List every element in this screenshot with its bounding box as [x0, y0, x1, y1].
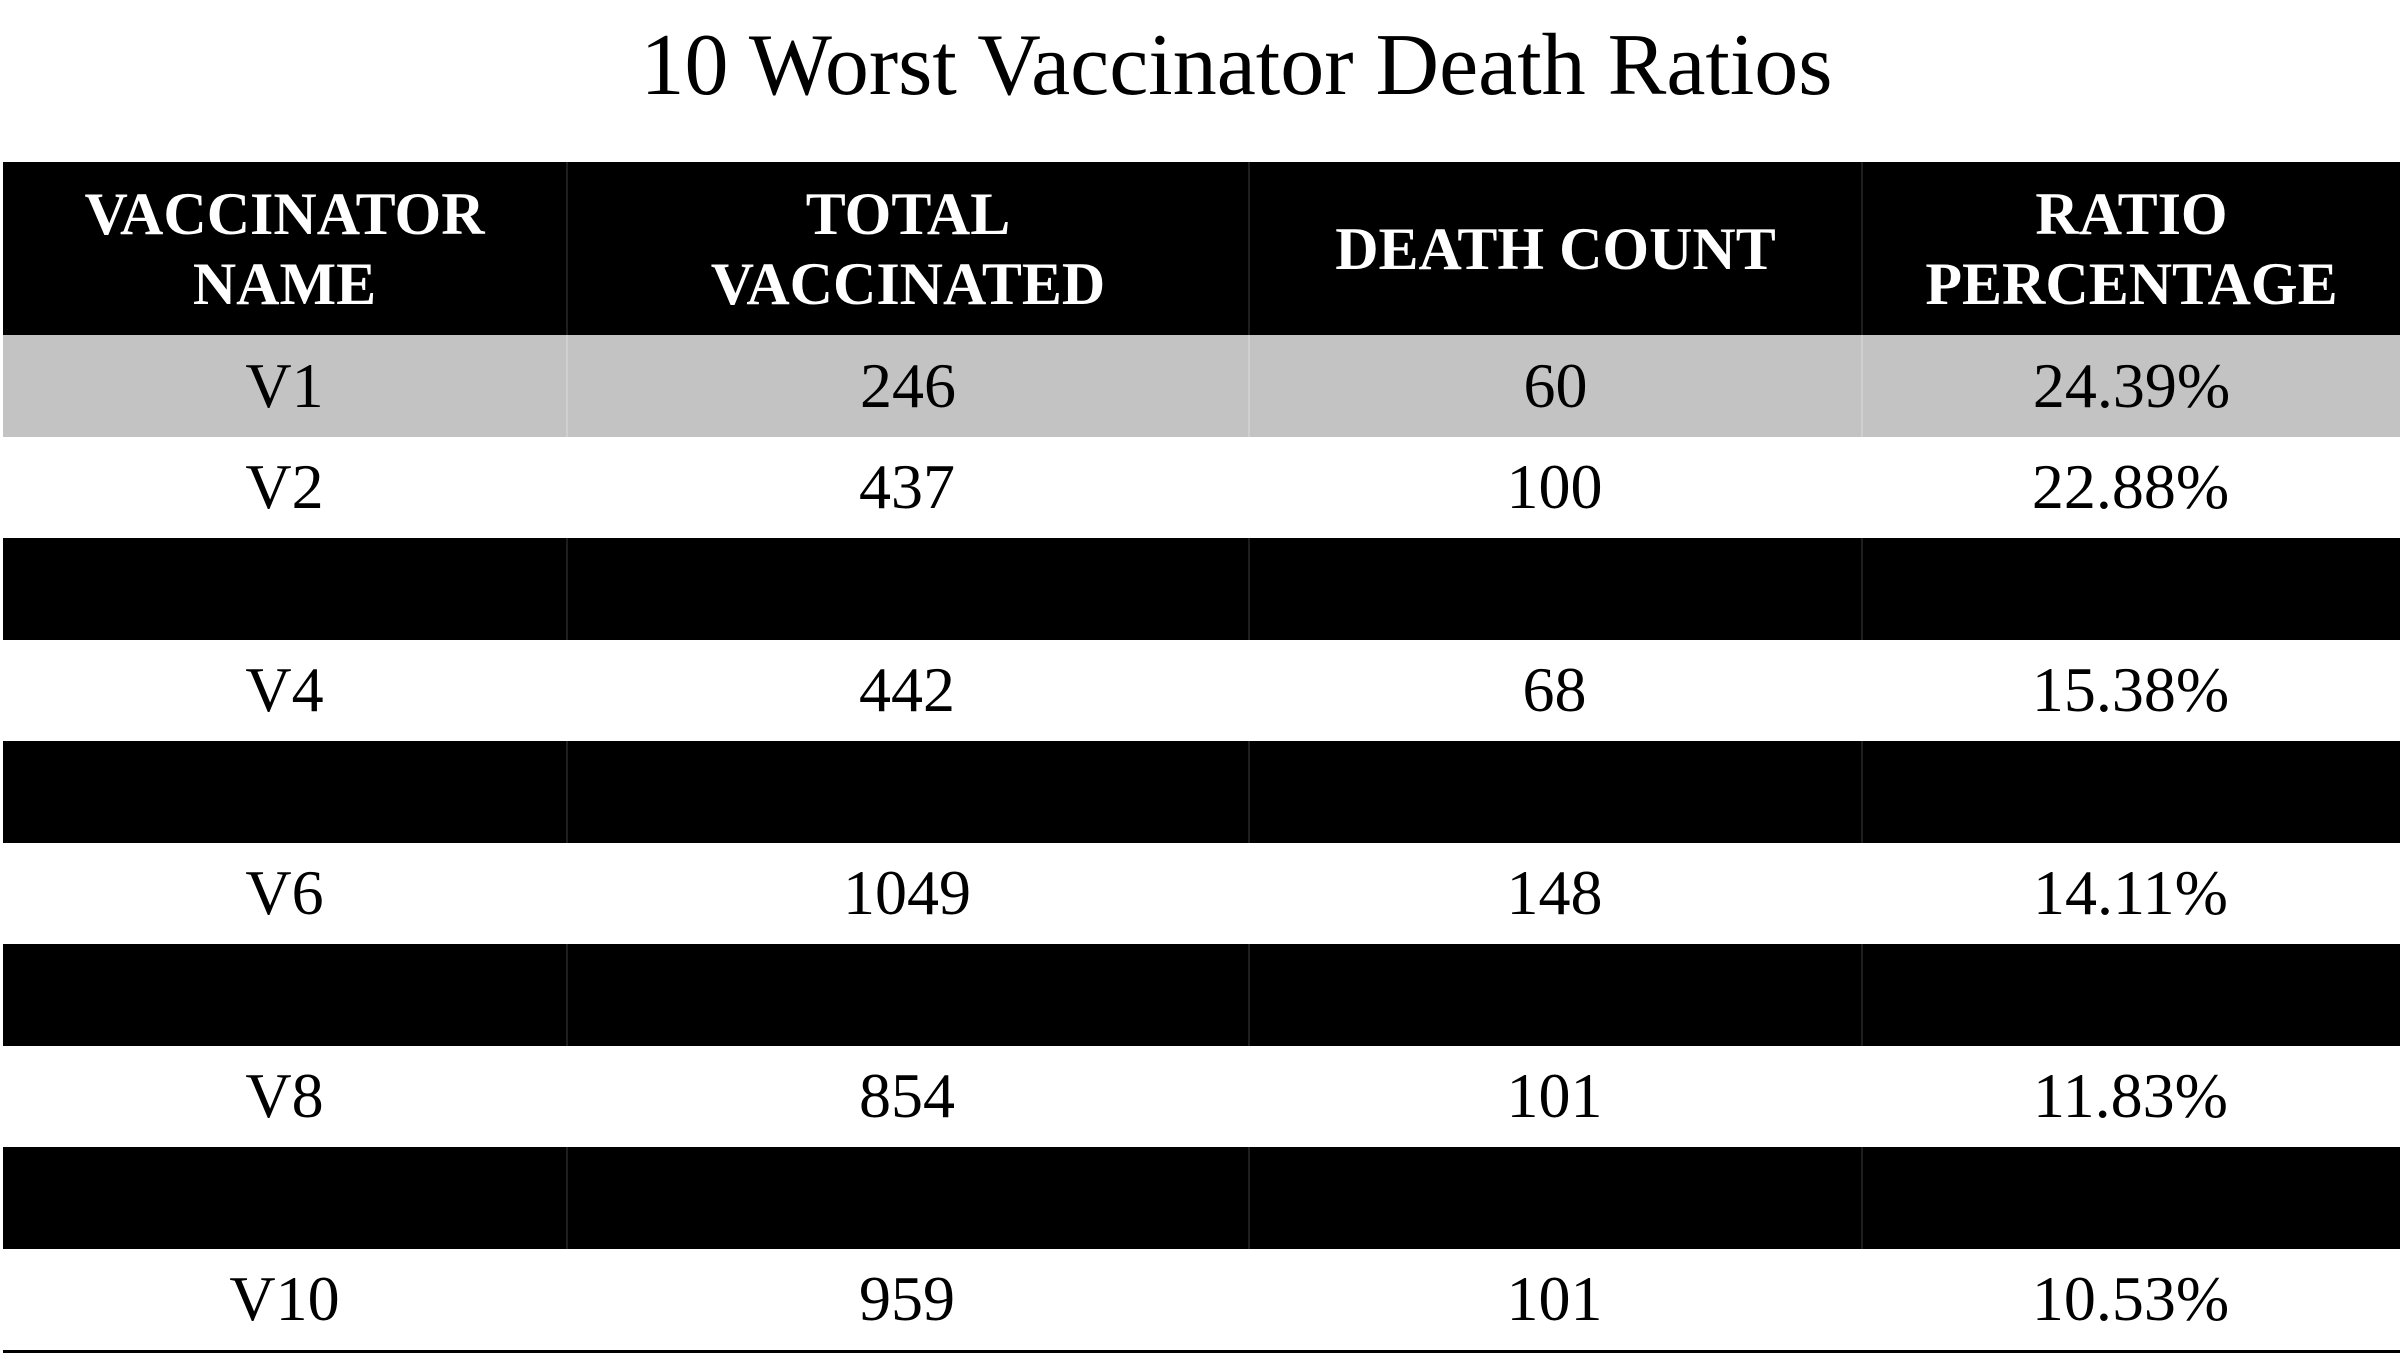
cell-total-vaccinated: 442: [859, 654, 955, 726]
header-vaccinator-name: VACCINATOR NAME: [3, 162, 566, 335]
table-row-redacted: [3, 944, 2400, 1046]
cell-death-count: [1248, 538, 1861, 640]
header-line: PERCENTAGE: [1925, 250, 2338, 317]
cell-ratio-percentage: 24.39%: [1861, 335, 2400, 437]
cell-total-vaccinated: 246: [566, 335, 1248, 437]
cell-ratio-percentage: 15.38%: [2031, 654, 2230, 726]
table-row: V4 442 68 15.38%: [3, 639, 2400, 741]
cell-total-vaccinated: 1049: [843, 857, 971, 929]
cell-vaccinator-name: [3, 741, 566, 843]
cell-ratio-percentage: [1861, 944, 2400, 1046]
cell-death-count: 60: [1248, 335, 1861, 437]
header-total-vaccinated: TOTAL VACCINATED: [566, 162, 1248, 335]
cell-vaccinator-name: [3, 1147, 566, 1249]
cell-ratio-percentage: [1861, 1147, 2400, 1249]
cell-total-vaccinated: [566, 944, 1248, 1046]
header-line: NAME: [192, 250, 377, 317]
cell-total-vaccinated: 959: [859, 1263, 955, 1335]
cell-vaccinator-name: V4: [245, 654, 324, 726]
table-row-redacted: [3, 538, 2400, 640]
cell-total-vaccinated: 437: [859, 451, 955, 523]
cell-vaccinator-name: [3, 538, 566, 640]
cell-death-count: [1248, 944, 1861, 1046]
table-row: V10 959 101 10.53%: [3, 1248, 2400, 1350]
header-line: VACCINATOR: [84, 180, 485, 247]
cell-ratio-percentage: [1861, 538, 2400, 640]
table-row-redacted: [3, 1147, 2400, 1249]
cell-total-vaccinated: 854: [859, 1060, 955, 1132]
cell-vaccinator-name: V6: [245, 857, 324, 929]
cell-total-vaccinated: [566, 538, 1248, 640]
table-row-redacted: [3, 741, 2400, 843]
header-line: DEATH COUNT: [1335, 215, 1776, 282]
cell-vaccinator-name: V1: [245, 349, 324, 421]
table-row: V8 854 101 11.83%: [3, 1045, 2400, 1147]
cell-death-count: 148: [1506, 857, 1603, 929]
header-line: VACCINATED: [710, 250, 1106, 317]
cell-vaccinator-name: V10: [229, 1263, 340, 1335]
cell-death-count: 101: [1506, 1263, 1603, 1335]
cell-total-vaccinated: [566, 741, 1248, 843]
cell-ratio-percentage: 14.11%: [2033, 857, 2228, 929]
cell-ratio-percentage: [1861, 741, 2400, 843]
cell-vaccinator-name: V8: [245, 1060, 324, 1132]
table-body: V1 246 60 24.39% V2 437 100 22.88% V4 442 68 15.38%…: [3, 335, 2400, 1350]
table-row: V2 437 100 22.88%: [3, 436, 2400, 538]
header-line: RATIO: [2035, 180, 2228, 247]
cell-ratio-percentage: 11.83%: [2033, 1060, 2228, 1132]
table-row: V6 1049 148 14.11%: [3, 842, 2400, 944]
data-table: VACCINATOR NAME TOTAL VACCINATED DEATH C…: [3, 162, 2400, 1350]
table-header-row: VACCINATOR NAME TOTAL VACCINATED DEATH C…: [3, 162, 2400, 335]
cell-death-count: 68: [1522, 654, 1587, 726]
cell-death-count: 101: [1506, 1060, 1603, 1132]
header-ratio-percentage: RATIO PERCENTAGE: [1861, 162, 2400, 335]
cell-ratio-percentage: 22.88%: [2031, 451, 2230, 523]
cell-total-vaccinated: [566, 1147, 1248, 1249]
table-bottom-border: [3, 1350, 2400, 1353]
table-title: 10 Worst Vaccinator Death Ratios: [640, 17, 1833, 114]
cell-death-count: [1248, 741, 1861, 843]
table-row: V1 246 60 24.39%: [3, 335, 2400, 437]
cell-vaccinator-name: V2: [245, 451, 324, 523]
cell-death-count: [1248, 1147, 1861, 1249]
header-death-count: DEATH COUNT: [1248, 162, 1861, 335]
header-line: TOTAL: [805, 180, 1011, 247]
cell-vaccinator-name: [3, 944, 566, 1046]
cell-ratio-percentage: 10.53%: [2031, 1263, 2230, 1335]
cell-death-count: 100: [1506, 451, 1603, 523]
